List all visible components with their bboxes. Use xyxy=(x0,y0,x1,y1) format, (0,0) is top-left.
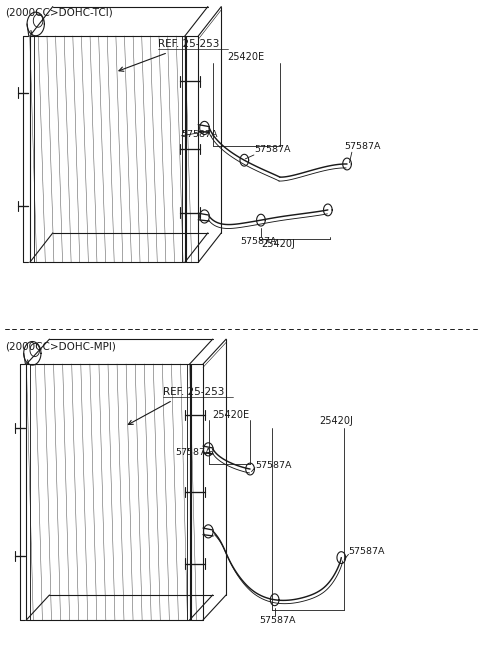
Text: 25420J: 25420J xyxy=(320,417,353,426)
Text: 57587A: 57587A xyxy=(240,237,277,245)
Text: 57587A: 57587A xyxy=(176,448,212,457)
Text: (2000CC>DOHC-MPI): (2000CC>DOHC-MPI) xyxy=(5,341,116,351)
Text: 57587A: 57587A xyxy=(181,130,218,139)
Text: 57587A: 57587A xyxy=(255,461,291,470)
Text: 25420J: 25420J xyxy=(261,239,295,249)
Text: REF. 25-253: REF. 25-253 xyxy=(163,387,225,397)
Text: 57587A: 57587A xyxy=(345,142,381,151)
Text: 57587A: 57587A xyxy=(348,546,385,556)
Text: 57587A: 57587A xyxy=(254,145,290,154)
Text: 57587A: 57587A xyxy=(259,616,295,625)
Text: REF. 25-253: REF. 25-253 xyxy=(158,39,220,49)
Text: 25420E: 25420E xyxy=(212,410,250,420)
Text: 25420E: 25420E xyxy=(228,52,265,62)
Text: (2000CC>DOHC-TCI): (2000CC>DOHC-TCI) xyxy=(5,8,112,18)
